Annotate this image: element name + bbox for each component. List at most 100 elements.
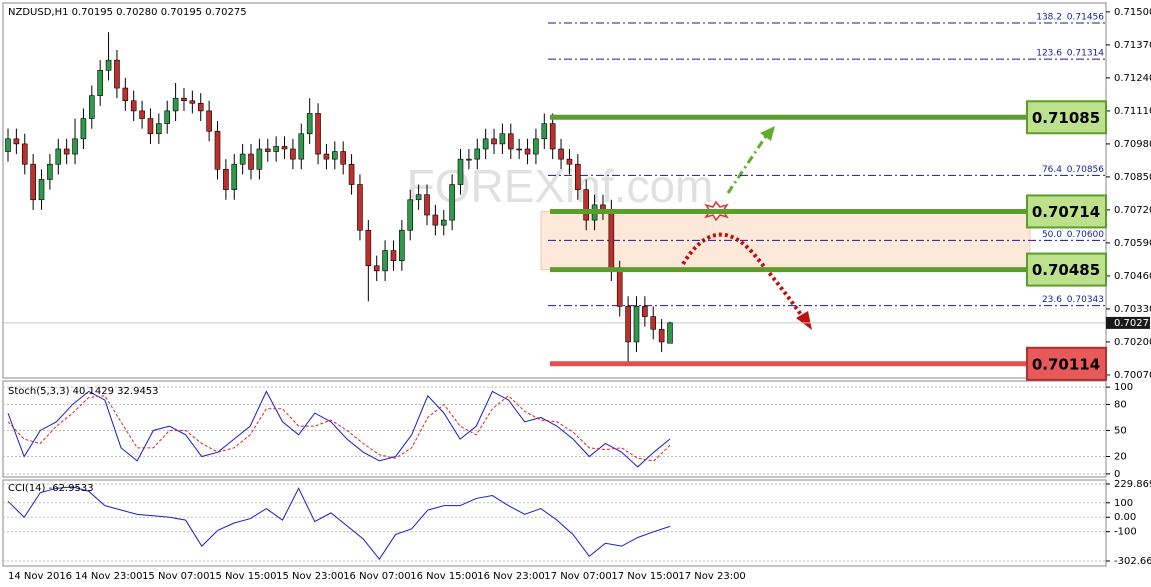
candle-body — [231, 163, 238, 190]
indicator-line — [7, 486, 671, 561]
x-tick-label: 15 Nov 15:00 — [209, 571, 276, 582]
indicator-line — [7, 395, 671, 462]
y-tick-label: 0 — [1114, 469, 1120, 480]
candle-body — [172, 97, 179, 112]
fib-value: 0.70856 — [1067, 165, 1104, 175]
level-box — [1026, 100, 1107, 135]
current-price-label: 0.70275 — [1114, 318, 1151, 329]
candle-body — [357, 184, 363, 231]
candle-body — [658, 328, 665, 343]
candle-body — [650, 316, 657, 330]
candle-body — [164, 110, 171, 124]
candle-body — [63, 148, 70, 155]
candle-body — [390, 250, 397, 262]
y-tick-label: 0.00 — [1114, 512, 1136, 523]
candle-body — [507, 133, 514, 150]
candle-body — [315, 113, 321, 155]
candle-body — [616, 270, 623, 307]
level-label: 0.70485 — [1032, 261, 1100, 279]
candle-body — [214, 130, 221, 170]
candle-body — [156, 123, 162, 135]
candle-body — [323, 153, 330, 160]
x-tick-label: 14 Nov 23:00 — [75, 571, 142, 582]
candle-body — [239, 153, 246, 165]
candle-body — [290, 148, 296, 160]
cci-panel — [2, 479, 1107, 567]
candle-body — [365, 229, 372, 267]
candle-body — [499, 133, 506, 145]
candle-body — [189, 100, 196, 104]
fib-ratio: 76.4 — [1042, 165, 1062, 175]
candle-body — [88, 95, 95, 119]
candle-body — [466, 158, 472, 161]
level-label: 0.71085 — [1032, 109, 1100, 127]
fib-value: 0.70600 — [1067, 230, 1104, 240]
candle-body — [264, 148, 271, 152]
candle-body — [21, 143, 28, 165]
candle-body — [122, 87, 129, 102]
candle-body — [139, 110, 145, 119]
candle-body — [457, 158, 464, 185]
fib-ratio: 50.0 — [1042, 230, 1062, 240]
x-tick-label: 16 Nov 23:00 — [477, 571, 544, 582]
level-label: 0.70714 — [1032, 203, 1100, 221]
candle-body — [281, 146, 288, 150]
fib-value: 0.70343 — [1067, 295, 1104, 305]
candle-body — [566, 158, 573, 165]
x-tick-label: 17 Nov 15:00 — [611, 571, 678, 582]
price-panel — [2, 2, 1107, 379]
candle-body — [575, 163, 581, 190]
fib-value: 0.71456 — [1067, 13, 1104, 23]
candle-body — [549, 123, 556, 150]
candle-body — [424, 194, 430, 216]
y-tick-label: 100 — [1114, 382, 1133, 393]
candle-body — [541, 123, 548, 140]
candle-body — [30, 163, 36, 201]
candle-body — [340, 151, 346, 165]
candle-body — [181, 97, 187, 102]
fib-value: 0.71314 — [1067, 49, 1104, 59]
candle-body — [13, 138, 20, 145]
candle-body — [583, 189, 590, 221]
level-box — [1026, 194, 1107, 229]
candle-body — [80, 118, 87, 140]
candle-body — [147, 118, 154, 135]
y-tick-label: 229.8692 — [1114, 479, 1151, 490]
candle-body — [558, 148, 564, 160]
candle-body — [373, 265, 380, 272]
x-tick-label: 15 Nov 07:00 — [142, 571, 209, 582]
candle-body — [533, 138, 539, 155]
candle-body — [273, 146, 279, 152]
candle-body — [642, 306, 648, 317]
annotation-arrows — [681, 126, 812, 330]
y-tick-label: -302.6627 — [1114, 556, 1151, 567]
candle-body — [449, 184, 455, 221]
y-tick-label: 80 — [1114, 399, 1127, 410]
cci-title: CCI(14) -62.9533 — [8, 483, 94, 494]
indicator-line — [7, 390, 671, 468]
x-tick-label: 16 Nov 07:00 — [343, 571, 410, 582]
candle-body — [306, 113, 313, 135]
candle-body — [256, 148, 263, 170]
candle-body — [667, 322, 673, 344]
fib-ratio: 23.6 — [1042, 295, 1062, 305]
candle-body — [248, 153, 254, 170]
fib-ratio: 123.6 — [1036, 49, 1062, 59]
y-tick-label: 0.70070 — [1114, 370, 1151, 381]
candle-body — [524, 148, 531, 155]
candle-body — [482, 138, 489, 150]
candle-body — [223, 168, 229, 190]
candle-body — [474, 148, 481, 160]
fib-ratio: 138.2 — [1036, 13, 1062, 23]
